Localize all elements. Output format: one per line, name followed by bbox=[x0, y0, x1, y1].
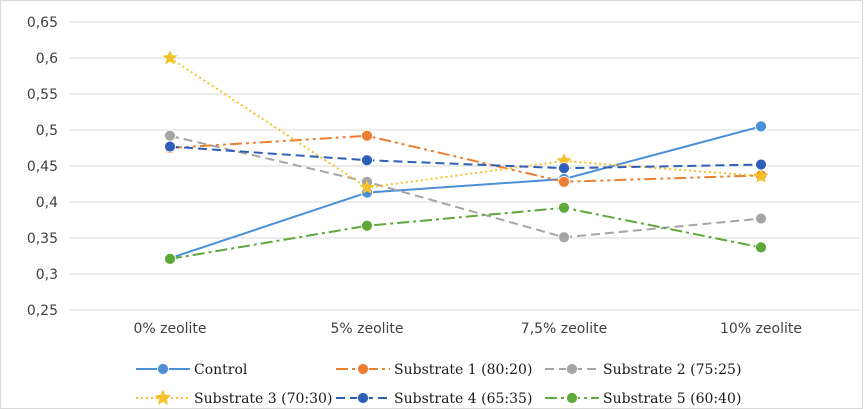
data-point bbox=[755, 158, 767, 171]
legend-label: Substrate 1 (80:20) bbox=[394, 362, 532, 378]
data-point bbox=[361, 154, 373, 167]
y-tick-label: 0,65 bbox=[27, 15, 58, 31]
legend-item: Substrate 2 (75:25) bbox=[545, 362, 741, 378]
series-line bbox=[169, 206, 762, 260]
legend-marker bbox=[566, 392, 578, 404]
legend-label: Control bbox=[194, 362, 248, 378]
x-axis-ticks: 0% zeolite 5% zeolite 7,5% zeolite 10% zeol… bbox=[133, 321, 802, 337]
y-tick-label: 0,25 bbox=[27, 303, 58, 319]
data-point bbox=[164, 140, 176, 153]
data-point bbox=[753, 167, 769, 183]
series-6 bbox=[164, 201, 767, 265]
y-tick-label: 0,3 bbox=[36, 267, 58, 283]
legend-label: Substrate 4 (65:35) bbox=[394, 391, 532, 407]
data-point bbox=[558, 175, 570, 188]
data-point bbox=[558, 231, 570, 244]
legend-label: Substrate 3 (70:30) bbox=[194, 391, 332, 407]
legend-item: Substrate 3 (70:30) bbox=[136, 389, 332, 407]
series-5 bbox=[164, 140, 767, 175]
data-point bbox=[164, 252, 176, 265]
y-tick-label: 0,6 bbox=[36, 51, 58, 67]
legend-item: Substrate 5 (60:40) bbox=[545, 391, 741, 407]
series-line bbox=[169, 134, 762, 239]
data-point bbox=[164, 129, 176, 142]
series-group bbox=[162, 49, 769, 265]
legend: Control Substrate 1 (80:20) Substrate 2 (7… bbox=[136, 362, 741, 407]
data-point bbox=[162, 49, 178, 65]
data-point bbox=[359, 179, 375, 195]
data-point bbox=[755, 120, 767, 133]
y-tick-label: 0,35 bbox=[27, 231, 58, 247]
legend-marker bbox=[357, 392, 369, 404]
legend-marker bbox=[566, 363, 578, 375]
y-tick-label: 0,45 bbox=[27, 159, 58, 175]
x-tick-label: 7,5% zeolite bbox=[521, 321, 607, 337]
series-line bbox=[169, 134, 762, 183]
y-tick-label: 0,4 bbox=[36, 195, 58, 211]
data-point bbox=[361, 219, 373, 232]
series-4 bbox=[162, 49, 769, 195]
legend-item: Substrate 1 (80:20) bbox=[336, 362, 532, 378]
series-line bbox=[169, 145, 762, 170]
series-line bbox=[169, 125, 762, 260]
data-point bbox=[755, 241, 767, 254]
legend-label: Substrate 5 (60:40) bbox=[603, 391, 741, 407]
data-point bbox=[558, 201, 570, 214]
x-tick-label: 0% zeolite bbox=[133, 321, 206, 337]
x-tick-label: 5% zeolite bbox=[330, 321, 403, 337]
data-point bbox=[755, 212, 767, 225]
legend-marker bbox=[157, 363, 169, 375]
legend-item: Substrate 4 (65:35) bbox=[336, 391, 532, 407]
data-point bbox=[558, 162, 570, 175]
y-axis-ticks: 0,25 0,3 0,35 0,4 0,45 0,5 0,55 0,6 0,65 bbox=[27, 15, 58, 319]
y-tick-label: 0,55 bbox=[27, 87, 58, 103]
legend-marker bbox=[154, 389, 172, 405]
x-tick-label: 10% zeolite bbox=[720, 321, 802, 337]
legend-item: Control bbox=[136, 362, 248, 378]
y-tick-label: 0,5 bbox=[36, 123, 58, 139]
series-line bbox=[169, 57, 762, 189]
legend-label: Substrate 2 (75:25) bbox=[603, 362, 741, 378]
data-point bbox=[361, 129, 373, 142]
gridlines bbox=[70, 21, 860, 311]
legend-marker bbox=[357, 363, 369, 375]
